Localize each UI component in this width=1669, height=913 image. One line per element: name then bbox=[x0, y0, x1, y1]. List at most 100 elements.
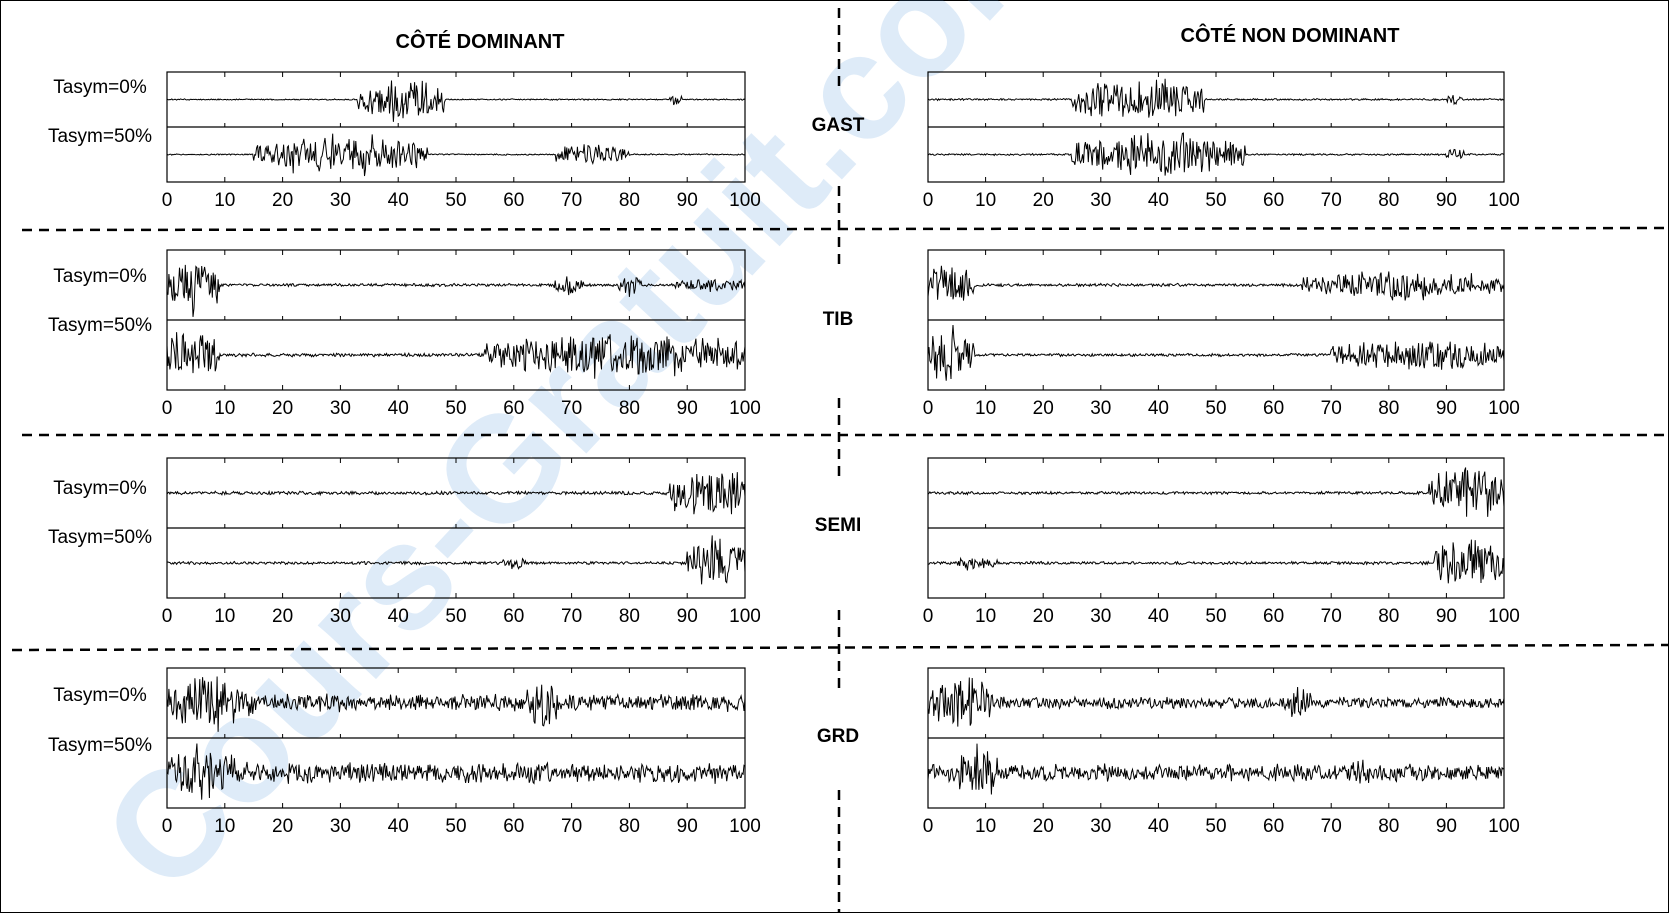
x-tick-label: 40 bbox=[388, 606, 409, 627]
condition-label: Tasym=0% bbox=[53, 77, 147, 98]
muscle-label: GRD bbox=[817, 726, 859, 747]
emg-trace-tasym-0 bbox=[166, 676, 746, 732]
x-tick-label: 0 bbox=[923, 606, 934, 627]
x-tick-label: 60 bbox=[503, 606, 524, 627]
panel-grd-dominant: 0 10 20 30 40 50 60 70 80 90 100 Tasym=0% Tasym=50% bbox=[48, 667, 761, 837]
x-tick-label: 10 bbox=[214, 816, 235, 837]
x-tick-label: 50 bbox=[1205, 606, 1226, 627]
x-tick-label: 60 bbox=[1263, 398, 1284, 419]
x-tick-label: 90 bbox=[677, 398, 698, 419]
x-tick-label: 20 bbox=[272, 816, 293, 837]
horizontal-divider-3 bbox=[11, 643, 1669, 652]
x-tick-label: 70 bbox=[561, 398, 582, 419]
panel-gast-non-dominant: 0 10 20 30 40 50 60 70 80 90 100 bbox=[923, 71, 1520, 211]
x-tick-label: 30 bbox=[330, 816, 351, 837]
x-tick-label: 60 bbox=[503, 816, 524, 837]
x-tick-label: 50 bbox=[1205, 816, 1226, 837]
x-tick-label: 100 bbox=[729, 816, 761, 837]
emg-trace-tasym-50 bbox=[927, 539, 1505, 584]
x-tick-label: 50 bbox=[445, 606, 466, 627]
x-tick-label: 90 bbox=[677, 190, 698, 211]
x-tick-label: 40 bbox=[1148, 398, 1169, 419]
condition-label: Tasym=0% bbox=[53, 478, 147, 499]
x-tick-label: 20 bbox=[1033, 606, 1054, 627]
emg-trace-tasym-50 bbox=[927, 743, 1505, 795]
x-tick-label: 80 bbox=[619, 190, 640, 211]
emg-trace-tasym-50 bbox=[166, 133, 746, 177]
x-tick-label: 30 bbox=[330, 606, 351, 627]
panel-semi-non-dominant: 0 10 20 30 40 50 60 70 80 90 100 bbox=[923, 457, 1520, 627]
x-tick-label: 40 bbox=[388, 190, 409, 211]
x-tick-label: 40 bbox=[1148, 816, 1169, 837]
emg-trace-tasym-50 bbox=[166, 332, 746, 379]
panel-semi-dominant: 0 10 20 30 40 50 60 70 80 90 100 Tasym=0% Tasym=50% bbox=[48, 457, 761, 627]
x-tick-label: 100 bbox=[1488, 398, 1520, 419]
x-tick-label: 100 bbox=[729, 398, 761, 419]
x-tick-label: 30 bbox=[330, 190, 351, 211]
muscle-label: SEMI bbox=[815, 515, 861, 536]
x-tick-label: 30 bbox=[1090, 398, 1111, 419]
emg-trace-tasym-0 bbox=[927, 265, 1505, 301]
x-tick-label: 10 bbox=[975, 816, 996, 837]
panel-gast-dominant: 0 10 20 30 40 50 60 70 80 90 100 Tasym=0% Tasym=50% bbox=[48, 71, 761, 211]
x-tick-label: 0 bbox=[162, 606, 173, 627]
x-tick-label: 90 bbox=[677, 606, 698, 627]
x-tick-label: 90 bbox=[1436, 190, 1457, 211]
x-tick-label: 80 bbox=[1378, 816, 1399, 837]
panel-tib-dominant: 0 10 20 30 40 50 60 70 80 90 100 Tasym=0% Tasym=50% bbox=[48, 249, 761, 419]
x-tick-label: 20 bbox=[1033, 190, 1054, 211]
x-tick-label: 60 bbox=[1263, 606, 1284, 627]
x-tick-label: 60 bbox=[503, 190, 524, 211]
x-tick-label: 90 bbox=[1436, 398, 1457, 419]
x-tick-label: 90 bbox=[1436, 816, 1457, 837]
panel-tib-non-dominant: 0 10 20 30 40 50 60 70 80 90 100 bbox=[923, 249, 1520, 419]
x-tick-label: 50 bbox=[1205, 398, 1226, 419]
x-tick-label: 0 bbox=[162, 398, 173, 419]
x-tick-label: 60 bbox=[1263, 190, 1284, 211]
x-tick-label: 100 bbox=[1488, 816, 1520, 837]
x-tick-label: 100 bbox=[729, 190, 761, 211]
x-tick-label: 80 bbox=[619, 398, 640, 419]
x-tick-label: 10 bbox=[975, 398, 996, 419]
panel-grd-non-dominant: 0 10 20 30 40 50 60 70 80 90 100 bbox=[923, 667, 1520, 837]
x-tick-label: 100 bbox=[1488, 606, 1520, 627]
emg-trace-tasym-0 bbox=[927, 677, 1505, 727]
x-tick-label: 30 bbox=[330, 398, 351, 419]
x-tick-label: 0 bbox=[162, 816, 173, 837]
x-tick-label: 90 bbox=[1436, 606, 1457, 627]
x-tick-label: 10 bbox=[214, 606, 235, 627]
x-tick-label: 40 bbox=[1148, 190, 1169, 211]
condition-label: Tasym=0% bbox=[53, 685, 147, 706]
x-tick-label: 80 bbox=[619, 816, 640, 837]
x-tick-label: 10 bbox=[975, 606, 996, 627]
emg-trace-tasym-50 bbox=[166, 743, 746, 800]
x-tick-label: 50 bbox=[1205, 190, 1226, 211]
condition-label: Tasym=50% bbox=[48, 315, 152, 336]
x-tick-label: 80 bbox=[1378, 606, 1399, 627]
x-tick-label: 20 bbox=[272, 398, 293, 419]
x-tick-label: 100 bbox=[1488, 190, 1520, 211]
x-tick-label: 70 bbox=[1321, 190, 1342, 211]
x-tick-label: 30 bbox=[1090, 606, 1111, 627]
muscle-label: TIB bbox=[823, 309, 854, 330]
x-tick-label: 0 bbox=[162, 190, 173, 211]
x-tick-label: 0 bbox=[923, 190, 934, 211]
emg-trace-tasym-0 bbox=[166, 264, 746, 317]
x-tick-label: 0 bbox=[923, 816, 934, 837]
emg-trace-tasym-0 bbox=[166, 80, 746, 122]
emg-trace-tasym-50 bbox=[927, 132, 1505, 176]
x-tick-label: 80 bbox=[1378, 190, 1399, 211]
x-tick-label: 50 bbox=[445, 816, 466, 837]
x-tick-label: 70 bbox=[561, 606, 582, 627]
x-tick-label: 70 bbox=[1321, 606, 1342, 627]
x-tick-label: 30 bbox=[1090, 190, 1111, 211]
x-tick-label: 20 bbox=[272, 606, 293, 627]
x-tick-label: 70 bbox=[1321, 398, 1342, 419]
x-tick-label: 60 bbox=[1263, 816, 1284, 837]
x-tick-label: 70 bbox=[561, 816, 582, 837]
